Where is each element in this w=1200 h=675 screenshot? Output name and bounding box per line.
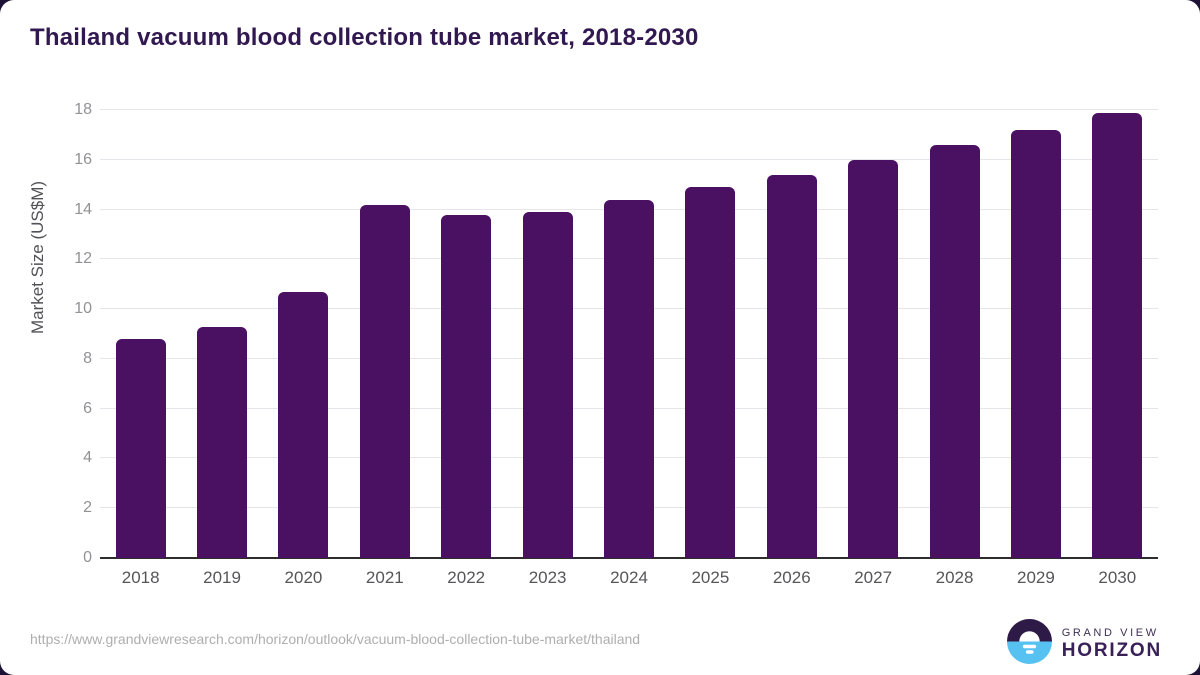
horizon-sun-icon — [1006, 619, 1052, 669]
grand-view-horizon-logo: GRAND VIEW HORIZON — [1006, 619, 1162, 669]
x-tick-label-2028: 2028 — [935, 568, 974, 587]
x-tick-label-2030: 2030 — [1098, 568, 1137, 587]
x-tick-label-2021: 2021 — [365, 568, 404, 587]
bar-2027 — [848, 159, 899, 558]
bar-2018 — [115, 338, 166, 558]
y-tick-label-10: 10 — [74, 300, 92, 318]
y-tick-label-14: 14 — [74, 200, 92, 218]
bar-2021 — [359, 204, 410, 558]
bar-2023 — [522, 212, 573, 558]
plot-area — [100, 109, 1158, 559]
x-tick-label-2018: 2018 — [121, 568, 160, 587]
x-tick-label-2029: 2029 — [1017, 568, 1055, 587]
bar-2024 — [604, 199, 654, 558]
bar-2028 — [929, 144, 980, 558]
x-axis-line — [100, 557, 1158, 559]
y-tick-label-4: 4 — [83, 449, 92, 467]
y-tick-label-16: 16 — [74, 150, 92, 168]
bar-2030 — [1092, 112, 1143, 558]
y-tick-label-8: 8 — [83, 349, 92, 367]
x-tick-label-2019: 2019 — [203, 568, 241, 587]
y-tick-label-2: 2 — [83, 499, 92, 517]
y-tick-label-6: 6 — [83, 399, 92, 417]
logo-text: GRAND VIEW HORIZON — [1062, 627, 1162, 662]
bar-2025 — [685, 187, 736, 558]
page-title: Thailand vacuum blood collection tube ma… — [30, 24, 699, 51]
bar-2029 — [1010, 129, 1061, 558]
y-tick-label-0: 0 — [83, 549, 92, 566]
x-tick-label-2022: 2022 — [447, 568, 486, 587]
gridline-y18 — [100, 109, 1158, 110]
x-tick-label-2020: 2020 — [284, 568, 323, 587]
logo-line-horizon: HORIZON — [1061, 639, 1162, 661]
source-url: https://www.grandviewresearch.com/horizo… — [30, 631, 641, 647]
logo-line-grand-view: GRAND VIEW — [1061, 626, 1159, 639]
x-tick-label-2026: 2026 — [772, 568, 811, 587]
y-tick-label-18: 18 — [74, 101, 92, 118]
x-tick-label-2023: 2023 — [528, 568, 567, 587]
bar-2022 — [441, 214, 492, 558]
gridline-y16 — [100, 158, 1158, 160]
x-tick-label-2024: 2024 — [610, 568, 648, 587]
bar-2019 — [197, 326, 248, 558]
bar-2020 — [278, 291, 329, 558]
x-tick-label-2025: 2025 — [691, 568, 730, 587]
bar-2026 — [766, 174, 817, 558]
y-tick-label-12: 12 — [74, 250, 92, 268]
x-tick-label-2027: 2027 — [854, 568, 893, 587]
